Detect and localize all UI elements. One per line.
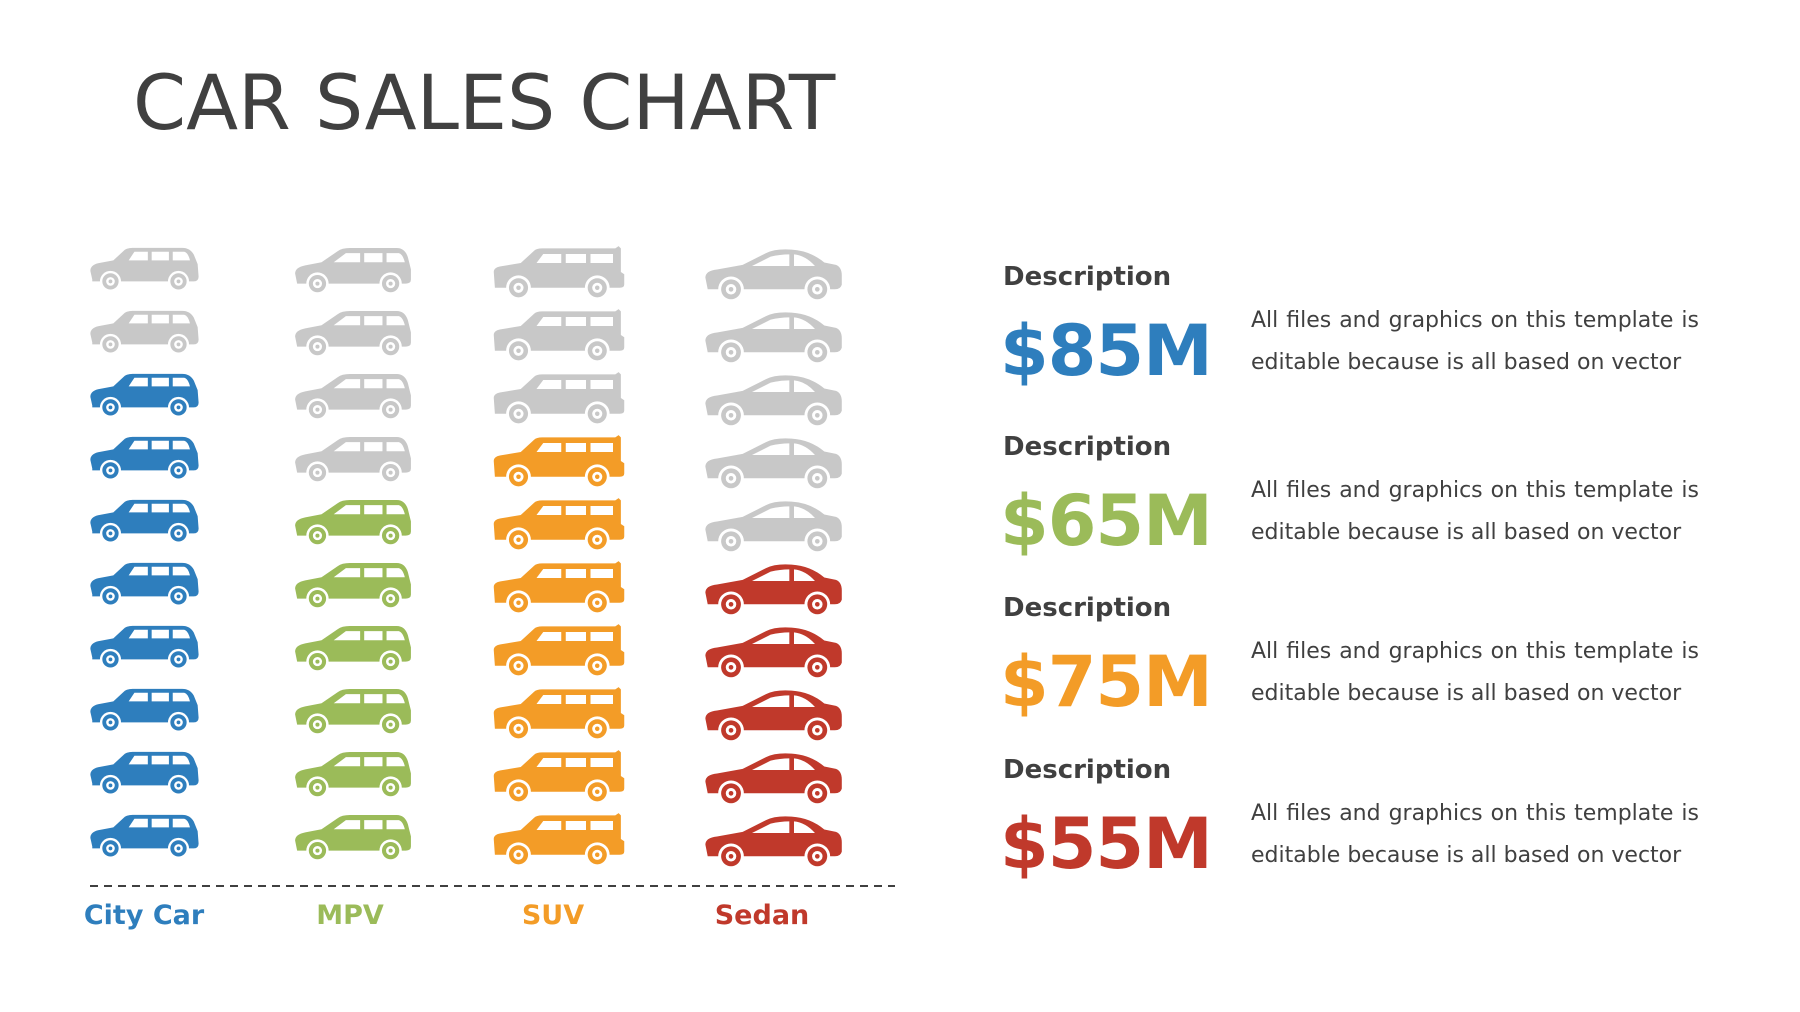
category-label-mpv: MPV [316, 900, 384, 931]
hatchback-car-icon-filled [90, 499, 199, 544]
description-text: All files and graphics on this template … [1251, 639, 1699, 706]
description-title: Description [1003, 593, 1172, 623]
hatchback-car-icon-filled [90, 688, 199, 733]
description-title: Description [1003, 262, 1172, 292]
description-title: Description [1003, 755, 1172, 785]
page-title: CAR SALES CHART [133, 58, 836, 147]
sedan-icon-filled [705, 627, 842, 681]
hatchback-car-icon-empty [90, 247, 199, 292]
minivan-icon-empty [295, 248, 411, 295]
description-title: Description [1003, 432, 1172, 462]
suv-icon-empty [493, 372, 625, 427]
minivan-icon-filled [295, 626, 411, 673]
suv-icon-filled [493, 624, 625, 679]
sedan-icon-filled [705, 690, 842, 744]
sedan-icon-empty [705, 375, 842, 429]
description-value: $65M [1000, 480, 1213, 562]
minivan-icon-filled [295, 752, 411, 799]
suv-icon-empty [493, 246, 625, 301]
description-value: $75M [1000, 641, 1213, 723]
sedan-icon-empty [705, 501, 842, 555]
sedan-icon-filled [705, 564, 842, 618]
suv-icon-filled [493, 750, 625, 805]
minivan-icon-filled [295, 563, 411, 610]
hatchback-car-icon-filled [90, 562, 199, 607]
hatchback-car-icon-filled [90, 625, 199, 670]
sedan-icon-filled [705, 816, 842, 870]
suv-icon-filled [493, 561, 625, 616]
minivan-icon-empty [295, 311, 411, 358]
description-value: $85M [1000, 310, 1213, 392]
minivan-icon-empty [295, 374, 411, 421]
suv-icon-filled [493, 687, 625, 742]
suv-icon-filled [493, 813, 625, 868]
minivan-icon-filled [295, 500, 411, 547]
minivan-icon-empty [295, 437, 411, 484]
suv-icon-filled [493, 435, 625, 490]
description-text: All files and graphics on this template … [1251, 308, 1699, 375]
minivan-icon-filled [295, 815, 411, 862]
category-label-city-car: City Car [83, 900, 205, 931]
category-label-sedan: Sedan [714, 900, 810, 931]
hatchback-car-icon-filled [90, 814, 199, 859]
description-value: $55M [1000, 803, 1213, 885]
hatchback-car-icon-filled [90, 751, 199, 796]
suv-icon-filled [493, 498, 625, 553]
hatchback-car-icon-filled [90, 436, 199, 481]
hatchback-car-icon-filled [90, 373, 199, 418]
sedan-icon-empty [705, 438, 842, 492]
description-text: All files and graphics on this template … [1251, 801, 1699, 868]
suv-icon-empty [493, 309, 625, 364]
hatchback-car-icon-empty [90, 310, 199, 355]
description-text: All files and graphics on this template … [1251, 478, 1699, 545]
minivan-icon-filled [295, 689, 411, 736]
sedan-icon-filled [705, 753, 842, 807]
category-label-suv: SUV [521, 900, 585, 931]
sedan-icon-empty [705, 312, 842, 366]
car-icons-layer [90, 246, 842, 870]
sedan-icon-empty [705, 249, 842, 303]
